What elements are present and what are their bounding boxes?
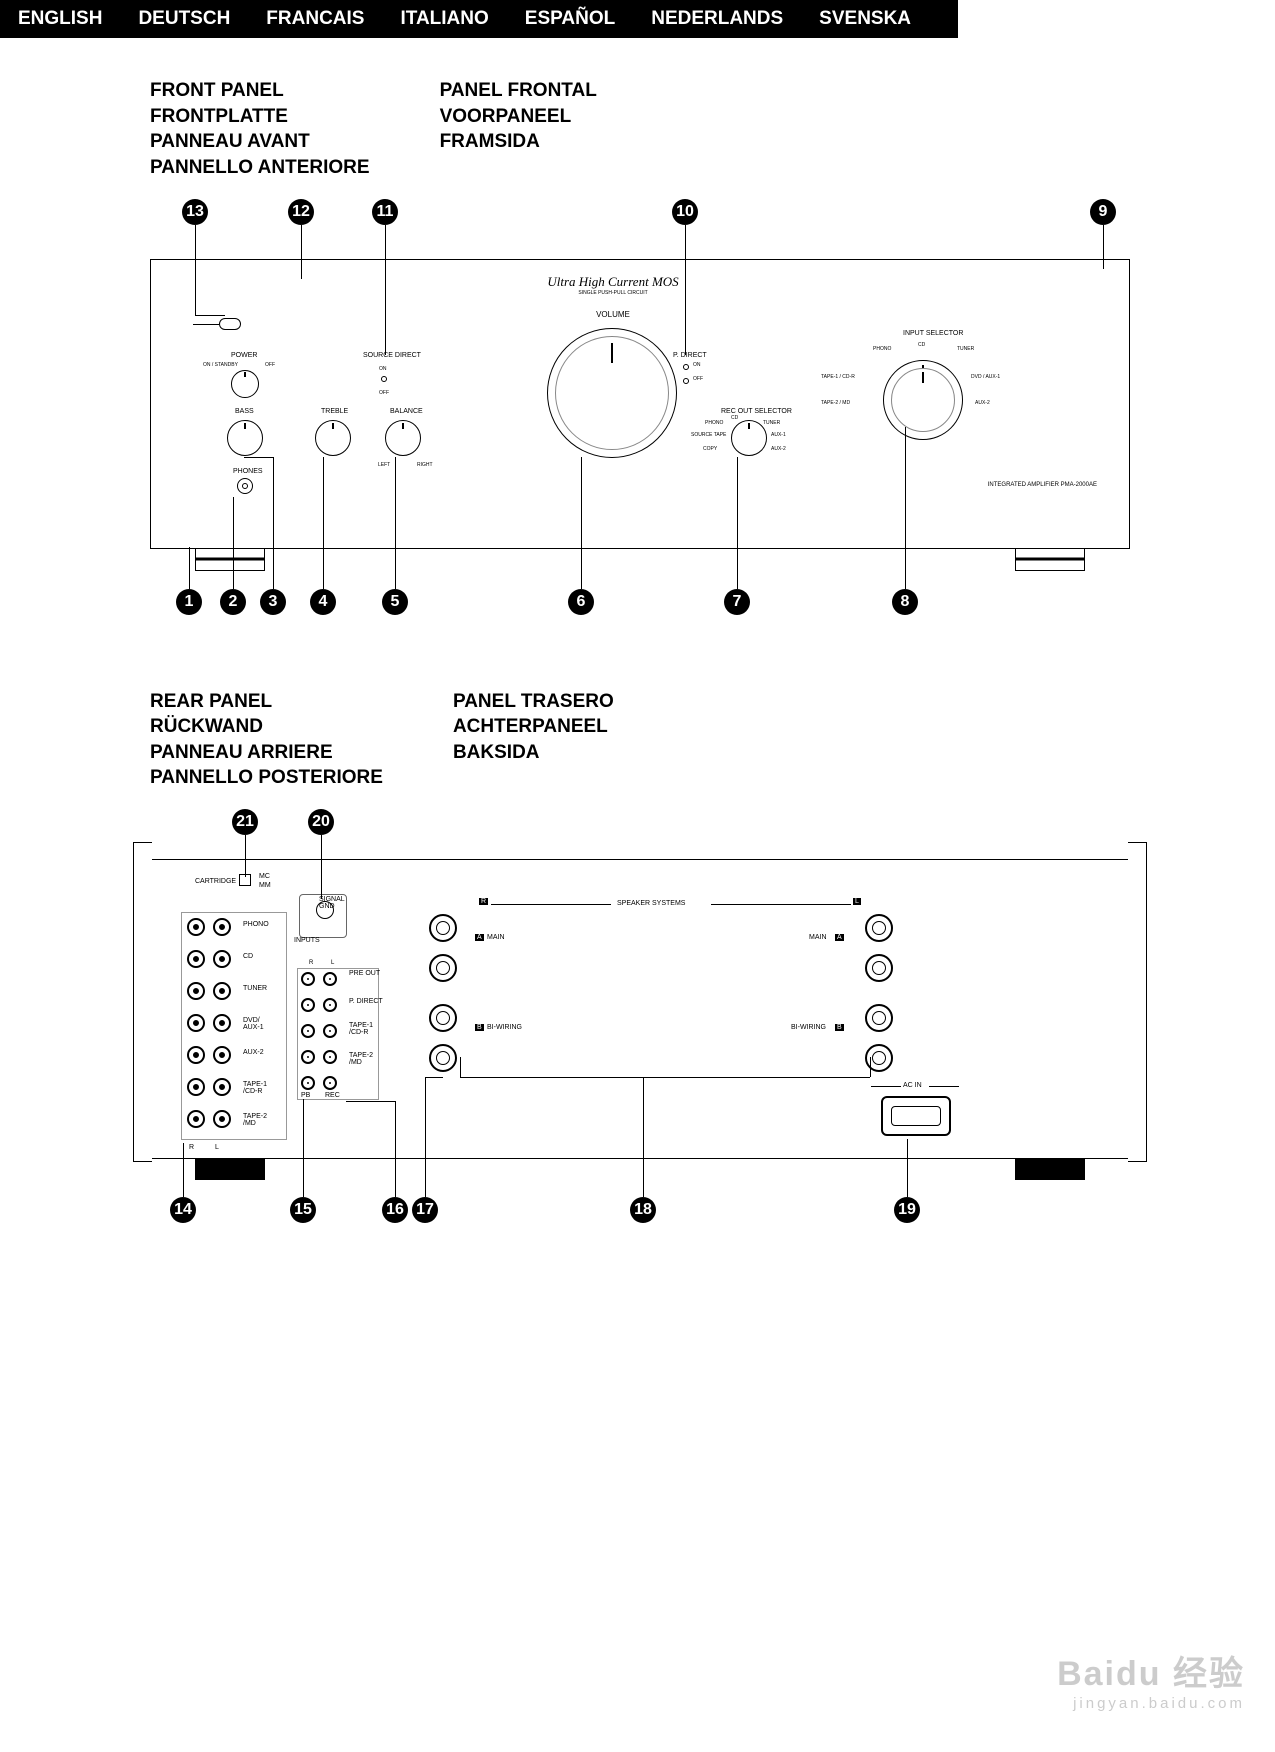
foot <box>195 1159 265 1180</box>
rear-panel-titles: REAR PANEL RÜCKWAND PANNEAU ARRIERE PANN… <box>150 689 1275 792</box>
rca-jack <box>187 982 205 1000</box>
callout-21: 21 <box>232 809 258 835</box>
callout-1: 1 <box>176 589 202 615</box>
speaker-term <box>865 1004 893 1032</box>
lang-it[interactable]: ITALIANO <box>400 8 488 30</box>
foot <box>195 549 265 571</box>
rca-jack <box>187 1014 205 1032</box>
callout-4: 4 <box>310 589 336 615</box>
treble-knob <box>315 420 351 456</box>
title: FRONT PANEL <box>150 78 370 104</box>
callout-11: 11 <box>372 199 398 225</box>
speaker-term <box>865 954 893 982</box>
pd-led <box>683 364 689 370</box>
lang-fr[interactable]: FRANCAIS <box>266 8 364 30</box>
callout-14: 14 <box>170 1197 196 1223</box>
speaker-term <box>429 1004 457 1032</box>
title: PANNELLO POSTERIORE <box>150 765 383 791</box>
callout-5: 5 <box>382 589 408 615</box>
power-label: POWER <box>231 352 257 359</box>
lang-sv[interactable]: SVENSKA <box>819 8 911 30</box>
rca-jack <box>213 918 231 936</box>
ac-inlet <box>881 1096 951 1136</box>
lang-de[interactable]: DEUTSCH <box>138 8 230 30</box>
rca-jack <box>213 1078 231 1096</box>
rca-jack <box>213 950 231 968</box>
lang-en[interactable]: ENGLISH <box>18 8 102 30</box>
callout-15: 15 <box>290 1197 316 1223</box>
title: ACHTERPANEEL <box>453 714 614 740</box>
title: PANEL FRONTAL <box>440 78 597 104</box>
callout-16: 16 <box>382 1197 408 1223</box>
phones-jack <box>237 478 253 494</box>
title: FRAMSIDA <box>440 129 597 155</box>
rca-jack <box>213 1110 231 1128</box>
front-panel-diagram: 13 12 11 10 9 Ultra High Current MOS SIN… <box>150 199 1130 629</box>
title: REAR PANEL <box>150 689 383 715</box>
balance-knob <box>385 420 421 456</box>
callout-20: 20 <box>308 809 334 835</box>
callout-2: 2 <box>220 589 246 615</box>
brand: Ultra High Current MOS <box>503 274 723 290</box>
title: FRONTPLATTE <box>150 104 370 130</box>
foot <box>1015 1159 1085 1180</box>
speaker-term <box>429 914 457 942</box>
bass-knob <box>227 420 263 456</box>
lang-nl[interactable]: NEDERLANDS <box>651 8 783 30</box>
title: VOORPANEEL <box>440 104 597 130</box>
rear-panel-diagram: 21 20 CARTRIDGE MC MM SIGNAL GND INPUTS … <box>150 809 1130 1229</box>
foot <box>1015 549 1085 571</box>
speaker-term <box>429 954 457 982</box>
rca-jack <box>187 918 205 936</box>
rca-jack <box>187 1046 205 1064</box>
callout-10: 10 <box>672 199 698 225</box>
watermark: Baidu 经验 jingyan.baidu.com <box>1057 1646 1245 1712</box>
callout-18: 18 <box>630 1197 656 1223</box>
title: PANNEAU AVANT <box>150 129 370 155</box>
ir-sensor <box>219 318 241 330</box>
callout-13: 13 <box>182 199 208 225</box>
front-panel-titles: FRONT PANEL FRONTPLATTE PANNEAU AVANT PA… <box>150 78 1275 181</box>
title: PANEL TRASERO <box>453 689 614 715</box>
callout-7: 7 <box>724 589 750 615</box>
callout-8: 8 <box>892 589 918 615</box>
rca-jack <box>187 1078 205 1096</box>
language-bar: ENGLISH DEUTSCH FRANCAIS ITALIANO ESPAÑO… <box>0 0 958 38</box>
rca-jack <box>187 1110 205 1128</box>
rear-chassis: CARTRIDGE MC MM SIGNAL GND INPUTS ["phon… <box>150 859 1130 1159</box>
rec-out-knob <box>731 420 767 456</box>
title: RÜCKWAND <box>150 714 383 740</box>
title: BAKSIDA <box>453 740 614 766</box>
power-knob <box>231 370 259 398</box>
title: PANNEAU ARRIERE <box>150 740 383 766</box>
callout-6: 6 <box>568 589 594 615</box>
sd-led <box>381 376 387 382</box>
rca-jack <box>213 1046 231 1064</box>
speaker-term <box>429 1044 457 1072</box>
speaker-term <box>865 914 893 942</box>
rca-jack <box>213 982 231 1000</box>
callout-9: 9 <box>1090 199 1116 225</box>
title: PANNELLO ANTERIORE <box>150 155 370 181</box>
callout-19: 19 <box>894 1197 920 1223</box>
rca-jack <box>187 950 205 968</box>
lang-es[interactable]: ESPAÑOL <box>525 8 615 30</box>
rca-jack <box>213 1014 231 1032</box>
callout-12: 12 <box>288 199 314 225</box>
front-chassis: Ultra High Current MOS SINGLE PUSH-PULL … <box>150 259 1130 549</box>
volume-label: VOLUME <box>583 310 643 319</box>
brand-sub: SINGLE PUSH-PULL CIRCUIT <box>543 290 683 296</box>
model: INTEGRATED AMPLIFIER PMA-2000AE <box>988 482 1097 488</box>
callout-17: 17 <box>412 1197 438 1223</box>
callout-3: 3 <box>260 589 286 615</box>
